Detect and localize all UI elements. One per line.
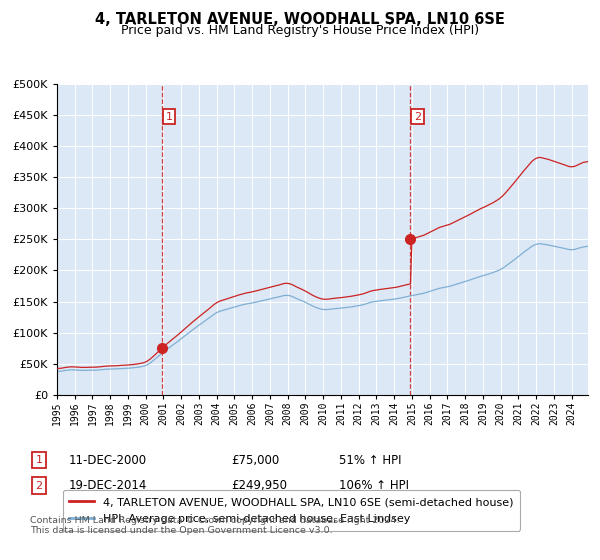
Text: 11-DEC-2000: 11-DEC-2000 [69,454,147,467]
Text: £75,000: £75,000 [231,454,279,467]
Text: Price paid vs. HM Land Registry's House Price Index (HPI): Price paid vs. HM Land Registry's House … [121,24,479,37]
Text: 51% ↑ HPI: 51% ↑ HPI [339,454,401,467]
Text: 2: 2 [35,480,43,491]
Text: 2: 2 [414,111,421,122]
Text: £249,950: £249,950 [231,479,287,492]
Text: 1: 1 [35,455,43,465]
Legend: 4, TARLETON AVENUE, WOODHALL SPA, LN10 6SE (semi-detached house), HPI: Average p: 4, TARLETON AVENUE, WOODHALL SPA, LN10 6… [62,490,520,531]
Text: 106% ↑ HPI: 106% ↑ HPI [339,479,409,492]
Text: 19-DEC-2014: 19-DEC-2014 [69,479,148,492]
Text: 4, TARLETON AVENUE, WOODHALL SPA, LN10 6SE: 4, TARLETON AVENUE, WOODHALL SPA, LN10 6… [95,12,505,27]
Text: This data is licensed under the Open Government Licence v3.0.: This data is licensed under the Open Gov… [30,526,332,535]
Text: 1: 1 [166,111,173,122]
Text: Contains HM Land Registry data © Crown copyright and database right 2024.: Contains HM Land Registry data © Crown c… [30,516,400,525]
